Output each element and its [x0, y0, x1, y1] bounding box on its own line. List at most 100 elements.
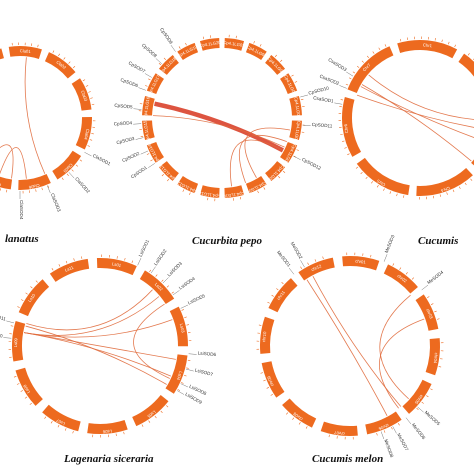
chromosome-tick — [267, 301, 270, 304]
chromosome-label: chr12 — [310, 263, 322, 272]
chromosome-tick — [24, 396, 28, 399]
chromosome-tick — [271, 294, 274, 297]
chromosome-tick — [87, 145, 91, 147]
chromosome-label: Cp4.1LG11 — [199, 191, 221, 199]
chromosome-tick — [341, 140, 345, 142]
chromosome-label: chr08 — [292, 411, 304, 422]
chromosome-arc — [397, 40, 458, 59]
gene-label: CpSOD9 — [159, 27, 174, 45]
chromosome-arc — [15, 367, 43, 406]
species-label-lanatus: lanatus — [5, 233, 39, 245]
chromosome-tick — [35, 189, 37, 192]
gene-label: CpSOD5 — [114, 103, 133, 110]
chromosome-tick — [72, 430, 74, 434]
chromosome-tick — [296, 149, 299, 151]
gene-label: CsaSOD3 — [327, 57, 348, 72]
chromosome-tick — [75, 164, 79, 167]
chromosome-tick — [181, 309, 185, 311]
chromosome-label: chr02 — [396, 273, 408, 284]
chromosome-tick — [0, 188, 1, 191]
gene-pointer — [288, 267, 295, 275]
chromosome-tick — [352, 71, 356, 74]
chromosome-tick — [347, 153, 350, 156]
chromosome-tick — [452, 189, 455, 193]
chromosome-label: Cla02 — [55, 59, 67, 70]
chromosome-tick — [399, 267, 402, 270]
chromosome-arc — [0, 176, 13, 190]
gene-pointer — [417, 406, 424, 413]
chromosome-tick — [166, 405, 169, 408]
gene-label: LsiSOD5 — [187, 293, 206, 305]
synteny-link — [306, 279, 388, 416]
chromosome-tick — [58, 53, 60, 57]
chromosome-tick — [148, 420, 151, 423]
chromosome-label: Ls03 — [179, 323, 186, 334]
chromosome-label: chr09 — [266, 375, 275, 387]
synteny-link — [0, 147, 27, 179]
chromosome-tick — [58, 264, 61, 267]
gene-pointer — [162, 277, 169, 284]
chromosome-arc — [265, 161, 286, 182]
chromosome-tick — [305, 426, 308, 429]
chromosome-arc — [280, 73, 298, 95]
chromosome-tick — [266, 387, 270, 389]
gene-label: LsiSOD3 — [166, 261, 183, 278]
chromosome-tick — [71, 169, 74, 172]
chromosome-arc — [146, 141, 164, 163]
chromosome-label: Cp4.1LG10 — [222, 191, 245, 199]
chromosome-arc — [158, 161, 179, 182]
chromosome-tick — [383, 430, 386, 433]
chromosome-tick — [17, 306, 20, 308]
gene-pointer — [84, 152, 92, 157]
chromosome-tick — [307, 262, 309, 266]
chromosome-tick — [389, 191, 392, 194]
chromosome-arc — [49, 258, 90, 282]
gene-pointer — [47, 185, 51, 194]
chromosome-tick — [166, 178, 170, 182]
chromosome-arc — [342, 256, 380, 271]
chromosome-arc — [42, 404, 81, 432]
chromosome-tick — [171, 291, 174, 294]
chromosome-tick — [360, 171, 363, 175]
gene-label: LsiSOD1 — [138, 238, 150, 257]
chromosome-arc — [224, 38, 245, 51]
synteny-link — [379, 294, 411, 400]
chromosome-label: chr07 — [333, 430, 345, 436]
chromosome-arc — [289, 95, 302, 116]
chromosome-tick — [259, 44, 262, 47]
gene-label: MeSOD5 — [424, 410, 442, 427]
chromosome-tick — [253, 41, 255, 44]
chromosome-tick — [161, 174, 164, 177]
chromosome-label: Ls10 — [27, 292, 37, 303]
chromosome-arc — [87, 420, 128, 434]
chromosome-tick — [430, 388, 433, 391]
gene-label: CpSOD4 — [114, 120, 133, 126]
chromosome-tick — [434, 310, 437, 313]
chromosome-tick — [150, 159, 153, 162]
chromosome-tick — [384, 44, 387, 47]
chromosome-tick — [160, 410, 163, 414]
chromosome-tick — [370, 254, 372, 258]
chromosome-arc — [142, 120, 155, 141]
chromosome-tick — [64, 428, 67, 431]
chromosome-label: chr03 — [425, 308, 434, 320]
chromosome-tick — [20, 390, 24, 392]
chromosome-arc — [169, 306, 188, 347]
chromosome-label: chr01 — [355, 258, 367, 264]
chromosome-tick — [182, 189, 185, 192]
chromosome-tick — [185, 42, 187, 46]
chromosome-arc — [356, 157, 410, 196]
chromosome-tick — [239, 196, 242, 200]
chromosome-tick — [51, 268, 54, 271]
chromosome-tick — [430, 303, 434, 305]
chromosome-label: Cla07 — [0, 179, 2, 188]
gene-label: ClaSOD3 — [50, 193, 62, 213]
chromosome-arc — [146, 73, 164, 95]
gene-pointer — [138, 87, 146, 91]
chromosome-arc — [320, 421, 358, 437]
chromosome-label: Cla04 — [83, 128, 90, 140]
chromosome-tick — [154, 415, 157, 419]
chromosome-arc — [280, 141, 298, 163]
panel-lagenaria-siceraria: Ls01 Ls02 Ls03 Ls04 Ls05 Ls06 Ls07 Ls08 Ls09 Ls10… — [0, 238, 217, 438]
